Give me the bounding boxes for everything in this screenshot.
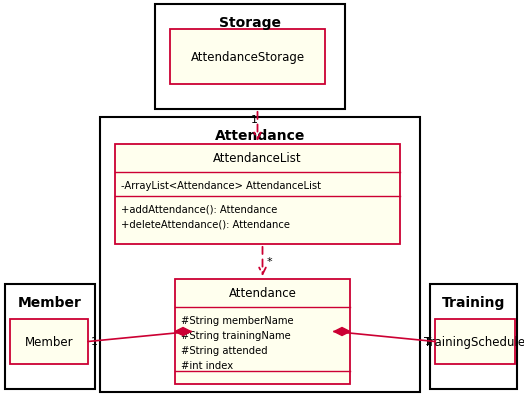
Text: Training: Training (442, 295, 505, 309)
Text: TrainingSchedule: TrainingSchedule (424, 335, 524, 348)
Text: *: * (267, 257, 272, 267)
Text: AttendanceList: AttendanceList (213, 152, 302, 165)
Bar (5, 284, 95, 389)
Text: 1: 1 (425, 337, 432, 347)
Bar (435, 319, 515, 364)
Text: #String memberName: #String memberName (181, 315, 293, 325)
Text: Attendance: Attendance (215, 129, 305, 143)
Text: #String attended: #String attended (181, 345, 268, 355)
Text: -ArrayList<Attendance> AttendanceList: -ArrayList<Attendance> AttendanceList (121, 180, 321, 191)
Text: Member: Member (18, 295, 82, 309)
Text: +addAttendance(): Attendance: +addAttendance(): Attendance (121, 204, 277, 214)
Bar (115, 145, 400, 245)
Text: Member: Member (25, 335, 73, 348)
Text: 1: 1 (91, 337, 98, 347)
Bar (175, 279, 350, 384)
Text: 1: 1 (250, 115, 257, 125)
Bar (170, 30, 325, 85)
Bar (155, 5, 345, 110)
Polygon shape (334, 328, 350, 336)
Text: Attendance: Attendance (228, 287, 297, 300)
Text: AttendanceStorage: AttendanceStorage (190, 51, 304, 64)
Text: #int index: #int index (181, 360, 233, 370)
Bar (10, 319, 88, 364)
Text: Storage: Storage (219, 16, 281, 30)
Text: #String trainingName: #String trainingName (181, 330, 291, 340)
Polygon shape (175, 328, 191, 336)
Bar (430, 284, 517, 389)
Text: +deleteAttendance(): Attendance: +deleteAttendance(): Attendance (121, 220, 290, 229)
Bar (100, 118, 420, 392)
